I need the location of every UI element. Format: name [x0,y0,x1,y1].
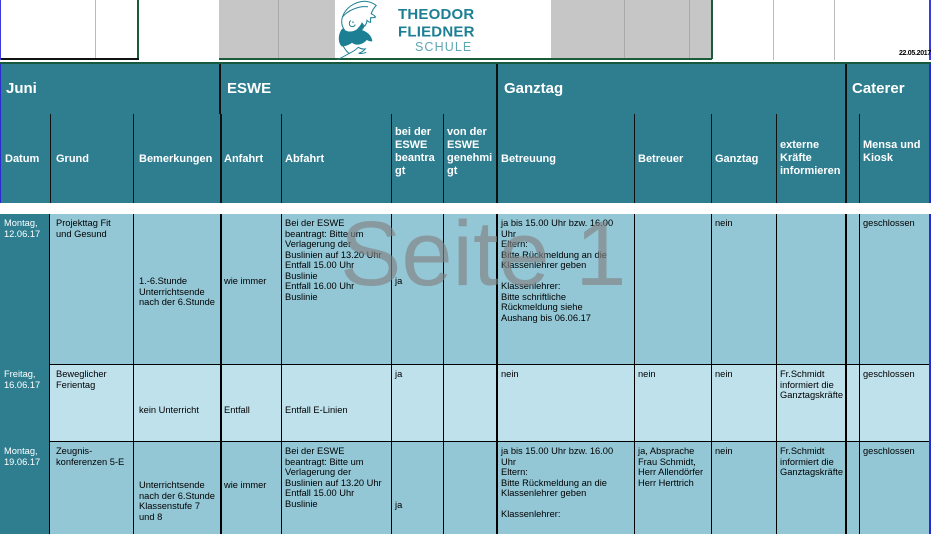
svg-text:THEODOR: THEODOR [398,6,474,23]
svg-text:SCHULE: SCHULE [415,40,472,54]
svg-text:FLIEDNER: FLIEDNER [398,24,475,41]
